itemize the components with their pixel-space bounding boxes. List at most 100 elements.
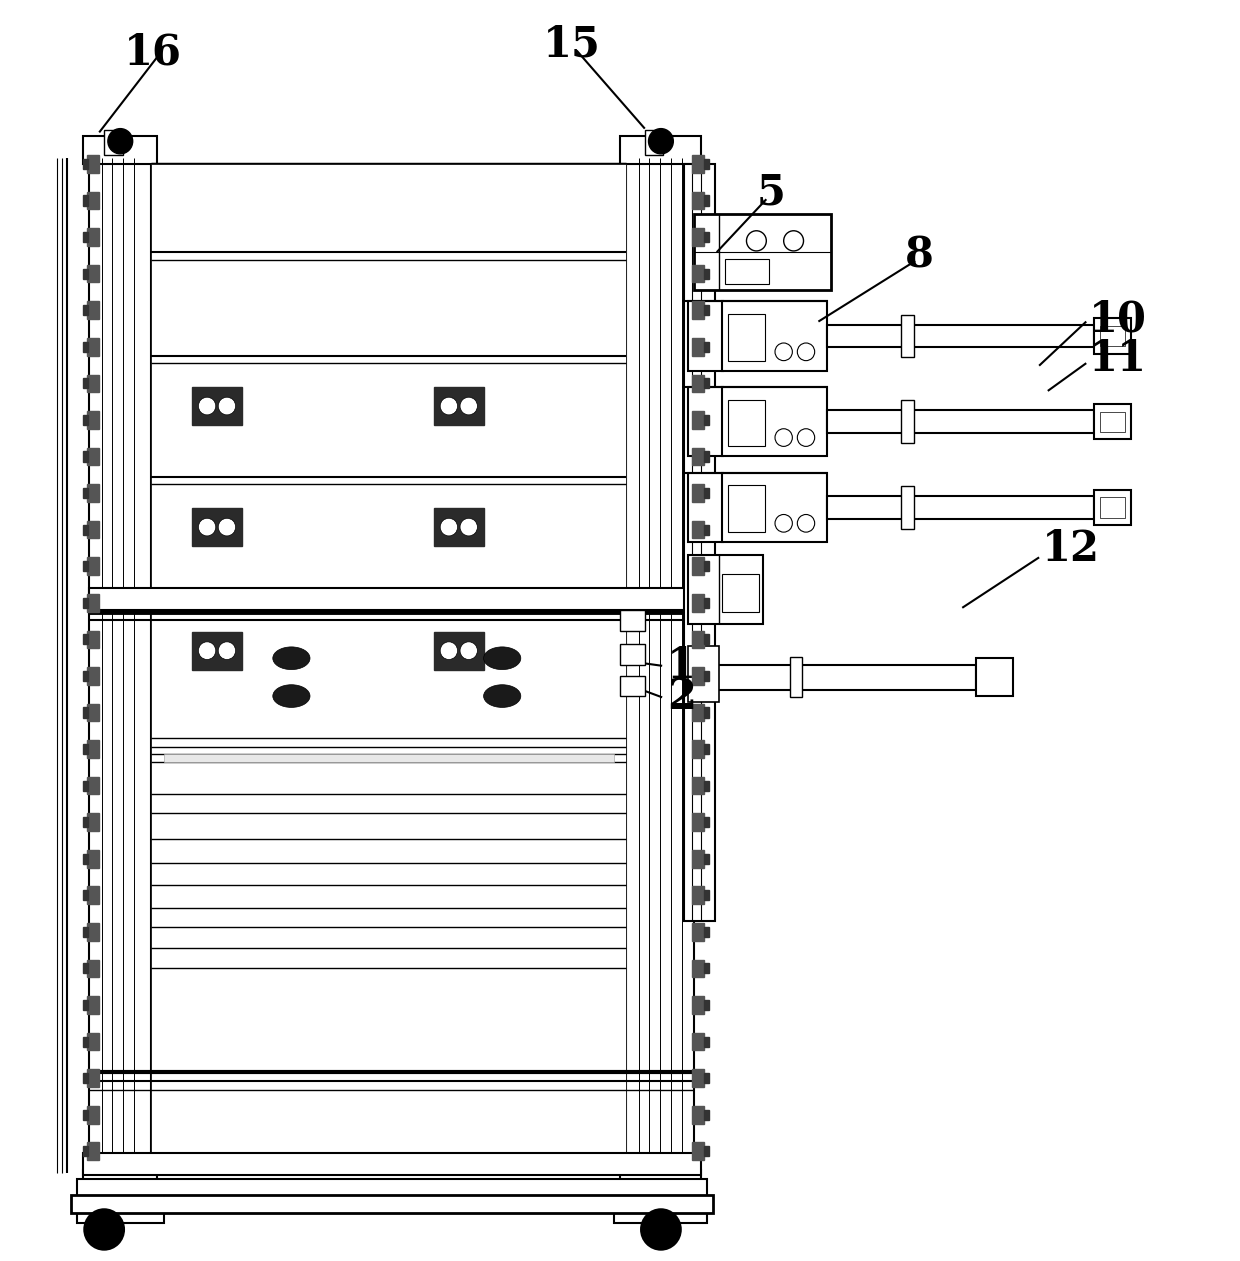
Bar (1100, 498, 1125, 518)
Bar (83, 707, 88, 718)
Bar (71, 1195, 713, 1213)
Circle shape (218, 518, 236, 536)
Bar (692, 813, 704, 831)
Text: 2: 2 (667, 676, 696, 719)
Text: 8: 8 (905, 235, 934, 277)
Bar (827, 411, 1094, 434)
Bar (722, 574, 759, 612)
Bar (83, 159, 88, 169)
Bar (704, 890, 709, 900)
Bar (83, 890, 88, 900)
Bar (620, 644, 645, 665)
Bar (901, 487, 914, 530)
Bar (722, 473, 827, 542)
Bar (620, 676, 645, 696)
Bar (620, 1170, 701, 1198)
Bar (692, 301, 704, 319)
Circle shape (784, 231, 804, 251)
Bar (434, 632, 484, 670)
Text: 15: 15 (543, 23, 601, 66)
Bar (83, 342, 88, 352)
Circle shape (775, 429, 792, 446)
Bar (83, 598, 88, 608)
Bar (87, 777, 99, 794)
Bar (1094, 319, 1131, 354)
Bar (692, 484, 704, 502)
Circle shape (198, 518, 216, 536)
Circle shape (797, 514, 815, 532)
Bar (83, 744, 88, 754)
Bar (164, 754, 614, 762)
Circle shape (440, 518, 458, 536)
Circle shape (775, 343, 792, 361)
Circle shape (641, 1209, 681, 1250)
Bar (87, 521, 99, 538)
Bar (83, 781, 88, 791)
Bar (77, 1195, 164, 1223)
Bar (83, 963, 88, 973)
Bar (704, 817, 709, 827)
Bar (83, 305, 88, 315)
Ellipse shape (484, 685, 521, 707)
Bar (87, 630, 99, 648)
Circle shape (84, 1209, 124, 1250)
Bar (692, 996, 704, 1014)
Bar (1094, 491, 1131, 526)
Bar (89, 158, 151, 1173)
Bar (722, 387, 827, 456)
Bar (692, 630, 704, 648)
Text: 11: 11 (1089, 338, 1147, 381)
Bar (83, 269, 88, 279)
Bar (87, 1106, 99, 1124)
Bar (83, 1170, 157, 1198)
Bar (83, 561, 88, 571)
Circle shape (440, 397, 458, 415)
Bar (87, 1142, 99, 1160)
Bar (87, 448, 99, 465)
Bar (704, 561, 709, 571)
Bar (87, 740, 99, 758)
Circle shape (218, 642, 236, 660)
Bar (692, 265, 704, 282)
Circle shape (198, 642, 216, 660)
Bar (704, 744, 709, 754)
Bar (83, 451, 88, 462)
Bar (620, 136, 701, 164)
Bar (692, 155, 704, 173)
Bar (87, 813, 99, 831)
Bar (692, 1106, 704, 1124)
Bar (728, 314, 765, 361)
Bar (722, 301, 827, 371)
Bar (692, 1069, 704, 1087)
Bar (151, 612, 626, 1173)
Bar (704, 525, 709, 535)
Bar (87, 886, 99, 904)
Bar (901, 401, 914, 444)
Text: 16: 16 (124, 32, 182, 74)
Bar (87, 1033, 99, 1050)
Bar (83, 817, 88, 827)
Bar (83, 195, 88, 206)
Bar (704, 232, 709, 242)
Bar (83, 415, 88, 425)
Bar (87, 411, 99, 429)
Bar (83, 488, 88, 498)
Bar (704, 671, 709, 681)
Bar (694, 214, 831, 290)
Bar (692, 740, 704, 758)
Bar (434, 387, 484, 425)
Circle shape (460, 397, 477, 415)
Circle shape (797, 429, 815, 446)
Bar (151, 164, 626, 612)
Bar (87, 265, 99, 282)
Bar (87, 704, 99, 721)
Bar (704, 1146, 709, 1156)
Bar (704, 1110, 709, 1120)
Bar (77, 1179, 707, 1198)
Bar (87, 850, 99, 868)
Bar (87, 301, 99, 319)
Bar (87, 667, 99, 685)
Bar (83, 525, 88, 535)
Bar (704, 342, 709, 352)
Bar (704, 707, 709, 718)
